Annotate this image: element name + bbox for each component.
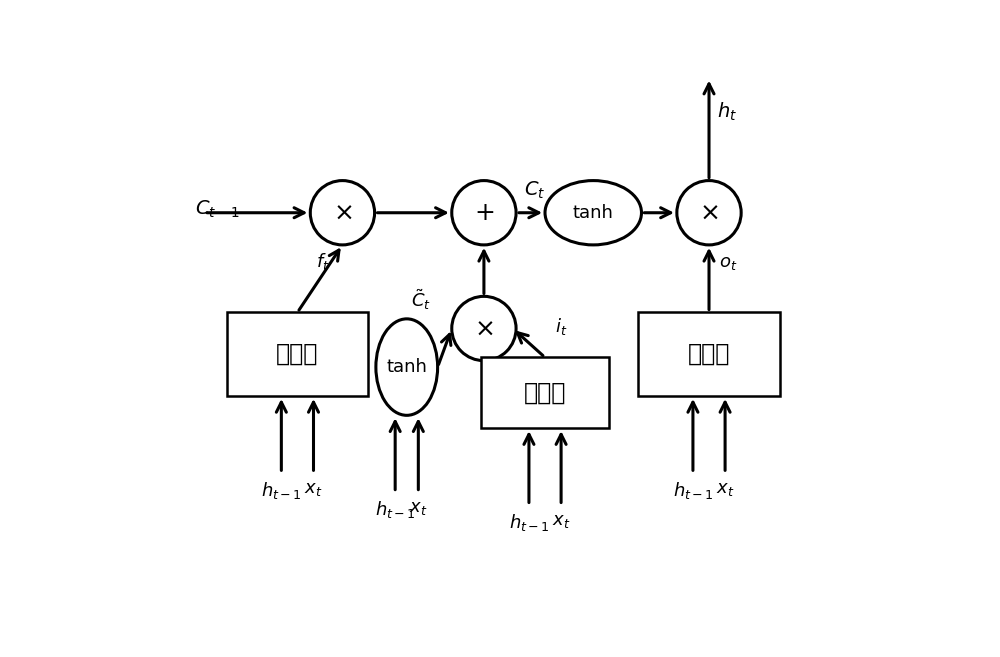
Text: $x_t$: $x_t$: [409, 499, 428, 517]
Text: $\times$: $\times$: [333, 201, 352, 225]
Text: tanh: tanh: [573, 204, 614, 222]
Text: $h_{t-1}$: $h_{t-1}$: [673, 480, 713, 501]
Circle shape: [310, 181, 375, 245]
Circle shape: [452, 181, 516, 245]
Text: $+$: $+$: [474, 201, 494, 225]
Text: tanh: tanh: [386, 358, 427, 376]
Text: $C_{t-1}$: $C_{t-1}$: [195, 199, 240, 220]
Bar: [638, 313, 780, 396]
Text: 记忆门: 记忆门: [276, 342, 319, 366]
Text: $h_{t-1}$: $h_{t-1}$: [375, 499, 416, 520]
Text: $i_t$: $i_t$: [555, 315, 567, 336]
Ellipse shape: [545, 181, 641, 245]
Text: $o_t$: $o_t$: [719, 254, 737, 272]
Text: $x_t$: $x_t$: [304, 480, 323, 497]
Text: $h_t$: $h_t$: [717, 101, 737, 123]
Bar: [481, 357, 609, 428]
Text: $f_t$: $f_t$: [316, 251, 330, 272]
Bar: [227, 313, 368, 396]
Circle shape: [452, 296, 516, 361]
Ellipse shape: [376, 319, 438, 415]
Text: $C_t$: $C_t$: [524, 180, 545, 201]
Text: $\tilde{C}_t$: $\tilde{C}_t$: [411, 288, 431, 313]
Text: $x_t$: $x_t$: [552, 512, 570, 530]
Text: $\times$: $\times$: [699, 201, 719, 225]
Text: $h_{t-1}$: $h_{t-1}$: [509, 512, 549, 533]
Text: $x_t$: $x_t$: [716, 480, 734, 497]
Text: $\times$: $\times$: [474, 317, 494, 340]
Text: 输入门: 输入门: [524, 381, 566, 405]
Text: 输出门: 输出门: [688, 342, 730, 366]
Text: $h_{t-1}$: $h_{t-1}$: [261, 480, 302, 501]
Circle shape: [677, 181, 741, 245]
